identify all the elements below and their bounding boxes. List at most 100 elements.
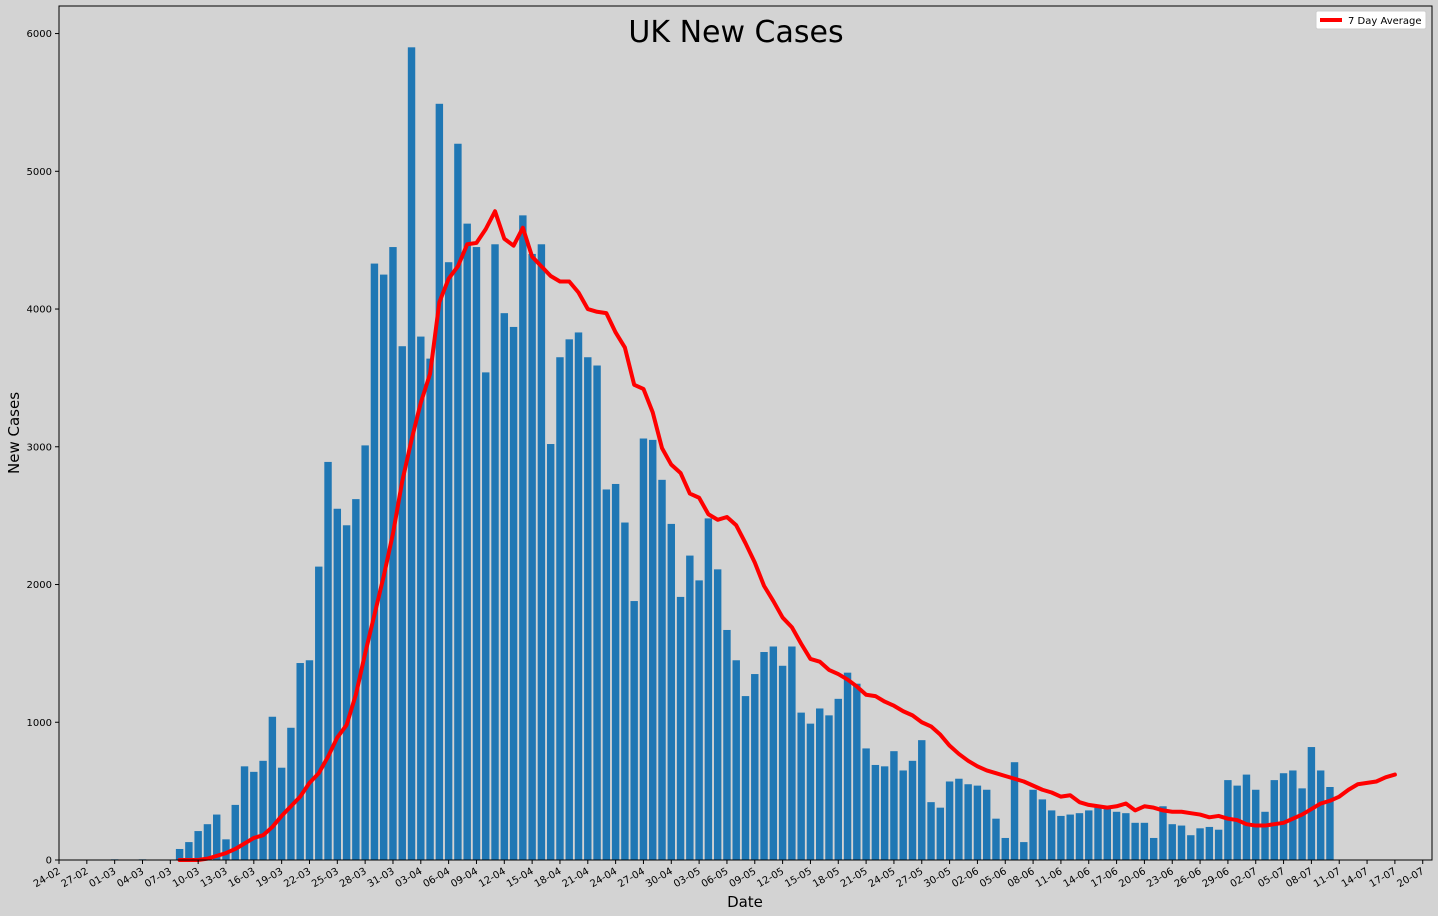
bar (1177, 825, 1186, 860)
y-tick-label: 6000 (27, 29, 52, 40)
bar (213, 814, 221, 860)
bar (1020, 842, 1028, 860)
bar (1057, 815, 1065, 860)
bar (565, 339, 573, 861)
bar (890, 751, 898, 860)
bar (1047, 810, 1056, 860)
bar (825, 715, 833, 860)
bar (426, 358, 434, 860)
bar (667, 523, 675, 860)
line-7-day-average (177, 209, 1397, 862)
bar (500, 313, 509, 860)
bar (1001, 837, 1009, 860)
bar (639, 438, 648, 860)
bar (1205, 826, 1214, 860)
bars-layer (110, 47, 1334, 861)
bar (454, 143, 462, 861)
bar (305, 660, 314, 860)
bar (287, 727, 295, 860)
bar (417, 336, 425, 861)
bar (843, 672, 852, 860)
y-axis: 0 1000 2000 3000 4000 5000 6000 (27, 29, 59, 867)
bar (1075, 813, 1084, 860)
bar (593, 365, 601, 860)
bar (315, 566, 323, 860)
bar (945, 781, 954, 860)
bar (574, 332, 583, 860)
y-tick-label: 2000 (27, 580, 52, 591)
bar (862, 748, 870, 860)
bar (222, 839, 230, 860)
bar (769, 646, 778, 860)
bar (732, 660, 740, 860)
bar (185, 842, 193, 860)
bar (519, 215, 527, 860)
bar (621, 522, 629, 860)
bar (658, 479, 666, 860)
bar (1307, 747, 1316, 860)
bar (1270, 780, 1278, 860)
bar (1066, 814, 1074, 860)
bar (1261, 811, 1269, 860)
bar (723, 629, 731, 860)
bar (908, 760, 917, 860)
y-tick-label: 1000 (27, 718, 52, 729)
bar (444, 262, 453, 860)
bar (1149, 837, 1158, 860)
bar (203, 824, 212, 860)
bar (296, 663, 304, 860)
bar (695, 580, 703, 860)
bar (175, 848, 184, 860)
bar (806, 723, 815, 860)
bar (528, 253, 536, 860)
bar (1196, 828, 1204, 860)
y-tick-label: 3000 (27, 442, 52, 453)
bar (268, 716, 277, 860)
y-tick-label: 5000 (27, 167, 52, 178)
bar (1029, 789, 1037, 860)
bar (1140, 822, 1149, 860)
bar (871, 764, 880, 860)
bar (1316, 770, 1325, 860)
bar (602, 489, 611, 860)
bar (936, 807, 945, 860)
bar (537, 244, 546, 861)
y-axis-title: New Cases (5, 392, 23, 474)
bar (992, 818, 1000, 860)
bar (649, 439, 657, 860)
bar (333, 508, 342, 860)
bar (556, 357, 564, 860)
bar (342, 525, 351, 860)
bar (676, 596, 685, 860)
bar (955, 778, 963, 860)
y-tick-label: 4000 (27, 305, 52, 316)
bar (880, 766, 889, 860)
bar (1326, 787, 1334, 860)
bar (853, 683, 861, 860)
chart-title: UK New Cases (628, 15, 843, 50)
bar (546, 444, 555, 860)
bar (509, 326, 518, 860)
bar (1289, 770, 1297, 860)
bar (231, 804, 239, 860)
bar (1214, 829, 1223, 860)
bar (797, 712, 805, 860)
bar (324, 461, 332, 860)
bar (1298, 788, 1306, 860)
bar (491, 244, 499, 861)
bar (1094, 807, 1102, 860)
bar (778, 665, 787, 860)
bar (370, 263, 379, 861)
bar (751, 674, 759, 860)
bar (611, 483, 620, 860)
bar (713, 569, 722, 860)
bar (899, 770, 907, 860)
bar (1010, 762, 1019, 860)
bar (194, 831, 202, 860)
bar (463, 223, 471, 860)
bar (472, 247, 481, 861)
bar (1168, 824, 1176, 860)
bar (1242, 774, 1251, 860)
bar (240, 766, 249, 860)
